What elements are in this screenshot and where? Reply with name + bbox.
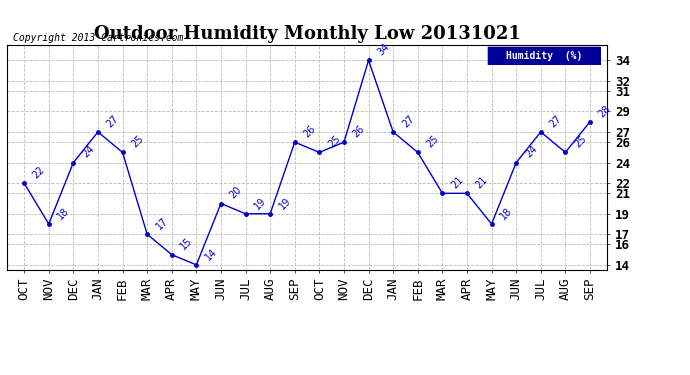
Text: 27: 27 (548, 113, 564, 129)
Text: 17: 17 (154, 216, 170, 231)
Text: 27: 27 (400, 113, 416, 129)
Text: 21: 21 (449, 175, 465, 190)
Text: 20: 20 (228, 185, 244, 201)
Text: 19: 19 (277, 195, 293, 211)
Text: 18: 18 (56, 206, 71, 221)
Text: 25: 25 (425, 134, 441, 150)
Text: 19: 19 (253, 195, 268, 211)
Text: 22: 22 (31, 164, 47, 180)
Text: Copyright 2013 Cartronics.com: Copyright 2013 Cartronics.com (13, 33, 184, 43)
Title: Outdoor Humidity Monthly Low 20131021: Outdoor Humidity Monthly Low 20131021 (94, 26, 520, 44)
Text: 18: 18 (498, 206, 514, 221)
Text: 34: 34 (375, 42, 391, 58)
Text: 27: 27 (105, 113, 121, 129)
Text: 14: 14 (204, 246, 219, 262)
Text: 28: 28 (597, 103, 613, 119)
Text: 24: 24 (80, 144, 96, 160)
Text: 25: 25 (326, 134, 342, 150)
Text: 21: 21 (474, 175, 490, 190)
Text: 15: 15 (179, 236, 195, 252)
Text: 26: 26 (302, 123, 317, 140)
Text: 25: 25 (130, 134, 146, 150)
Text: 24: 24 (523, 144, 539, 160)
Text: 26: 26 (351, 123, 366, 140)
Text: 25: 25 (572, 134, 589, 150)
